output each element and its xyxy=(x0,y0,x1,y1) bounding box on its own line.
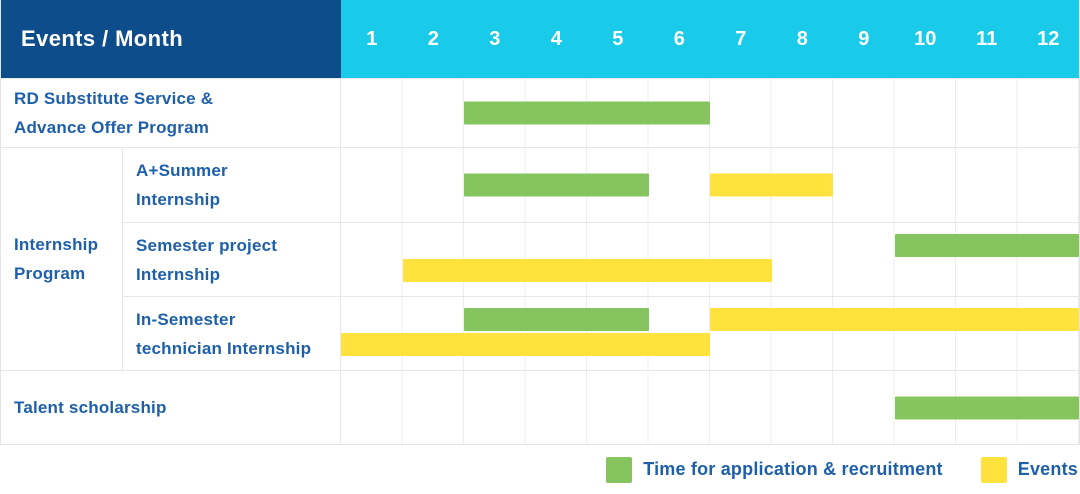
month-label: 9 xyxy=(858,27,870,50)
chart-row-a-plus-summer xyxy=(341,147,1079,222)
bar-application-recruitment xyxy=(894,396,1079,419)
row-label-line: A+Summer xyxy=(136,161,228,180)
bar-application-recruitment xyxy=(464,308,649,331)
row-label-a-plus-summer: A+Summer Internship xyxy=(123,147,341,222)
legend-swatch-yellow xyxy=(980,456,1007,483)
group-label-line: Internship xyxy=(14,235,99,254)
month-label: 1 xyxy=(366,27,378,50)
month-label: 5 xyxy=(612,27,624,50)
chart-row-talent-scholarship xyxy=(341,370,1079,444)
month-label: 6 xyxy=(673,27,685,50)
row-label-in-semester-technician: In-Semester technician Internship xyxy=(123,296,341,370)
row-label-line: Advance Offer Program xyxy=(14,118,210,137)
month-label: 7 xyxy=(735,27,747,50)
month-label: 2 xyxy=(427,27,439,50)
row-label-semester-project: Semester project Internship xyxy=(123,222,341,296)
row-label-line: Internship xyxy=(136,264,221,284)
table-title: Events / Month xyxy=(21,26,184,51)
month-label: 11 xyxy=(976,27,998,50)
header-events-month-cell: Events / Month xyxy=(1,0,341,78)
month-axis-header: 1 2 3 4 5 6 7 8 9 10 11 12 xyxy=(341,0,1079,78)
events-month-table: Events / Month 1 2 3 4 5 6 7 8 9 10 11 1… xyxy=(0,0,1080,445)
legend-label: Time for application & recruitment xyxy=(643,459,943,479)
month-label: 4 xyxy=(550,27,562,50)
bar-application-recruitment xyxy=(894,234,1079,257)
row-label-line: In-Semester xyxy=(136,309,236,329)
row-label-line: technician Internship xyxy=(136,338,312,358)
chart-row-in-semester-technician xyxy=(341,296,1079,370)
row-label-line: RD Substitute Service & xyxy=(14,89,214,108)
row-label-line: Semester project xyxy=(136,235,278,255)
month-label: 10 xyxy=(914,27,937,50)
group-label-internship-program: Internship Program xyxy=(1,147,123,370)
row-label-rd-substitute: RD Substitute Service & Advance Offer Pr… xyxy=(1,78,341,147)
chart-row-rd-substitute xyxy=(341,78,1079,147)
legend-label: Events xyxy=(1017,459,1078,479)
row-label-line: Internship xyxy=(136,190,221,209)
chart-row-semester-project xyxy=(341,222,1079,296)
month-label: 12 xyxy=(1037,27,1060,50)
legend-swatch-green xyxy=(606,456,633,483)
group-label-line: Program xyxy=(14,264,86,283)
legend: Time for application & recruitment Event… xyxy=(0,445,1080,494)
bar-events xyxy=(341,333,710,356)
bar-application-recruitment xyxy=(464,173,649,197)
legend-item-events: Events xyxy=(980,456,1078,483)
table-grid: Events / Month 1 2 3 4 5 6 7 8 9 10 11 1… xyxy=(1,0,1079,444)
row-label-talent-scholarship: Talent scholarship xyxy=(1,370,341,444)
row-label-line: Talent scholarship xyxy=(14,398,167,417)
bar-events xyxy=(710,308,1079,331)
legend-item-application-recruitment: Time for application & recruitment xyxy=(606,456,943,483)
bar-events xyxy=(402,259,772,282)
month-label: 8 xyxy=(796,27,808,50)
bar-events xyxy=(710,173,833,197)
month-label: 3 xyxy=(489,27,501,50)
bar-application-recruitment xyxy=(464,101,710,125)
